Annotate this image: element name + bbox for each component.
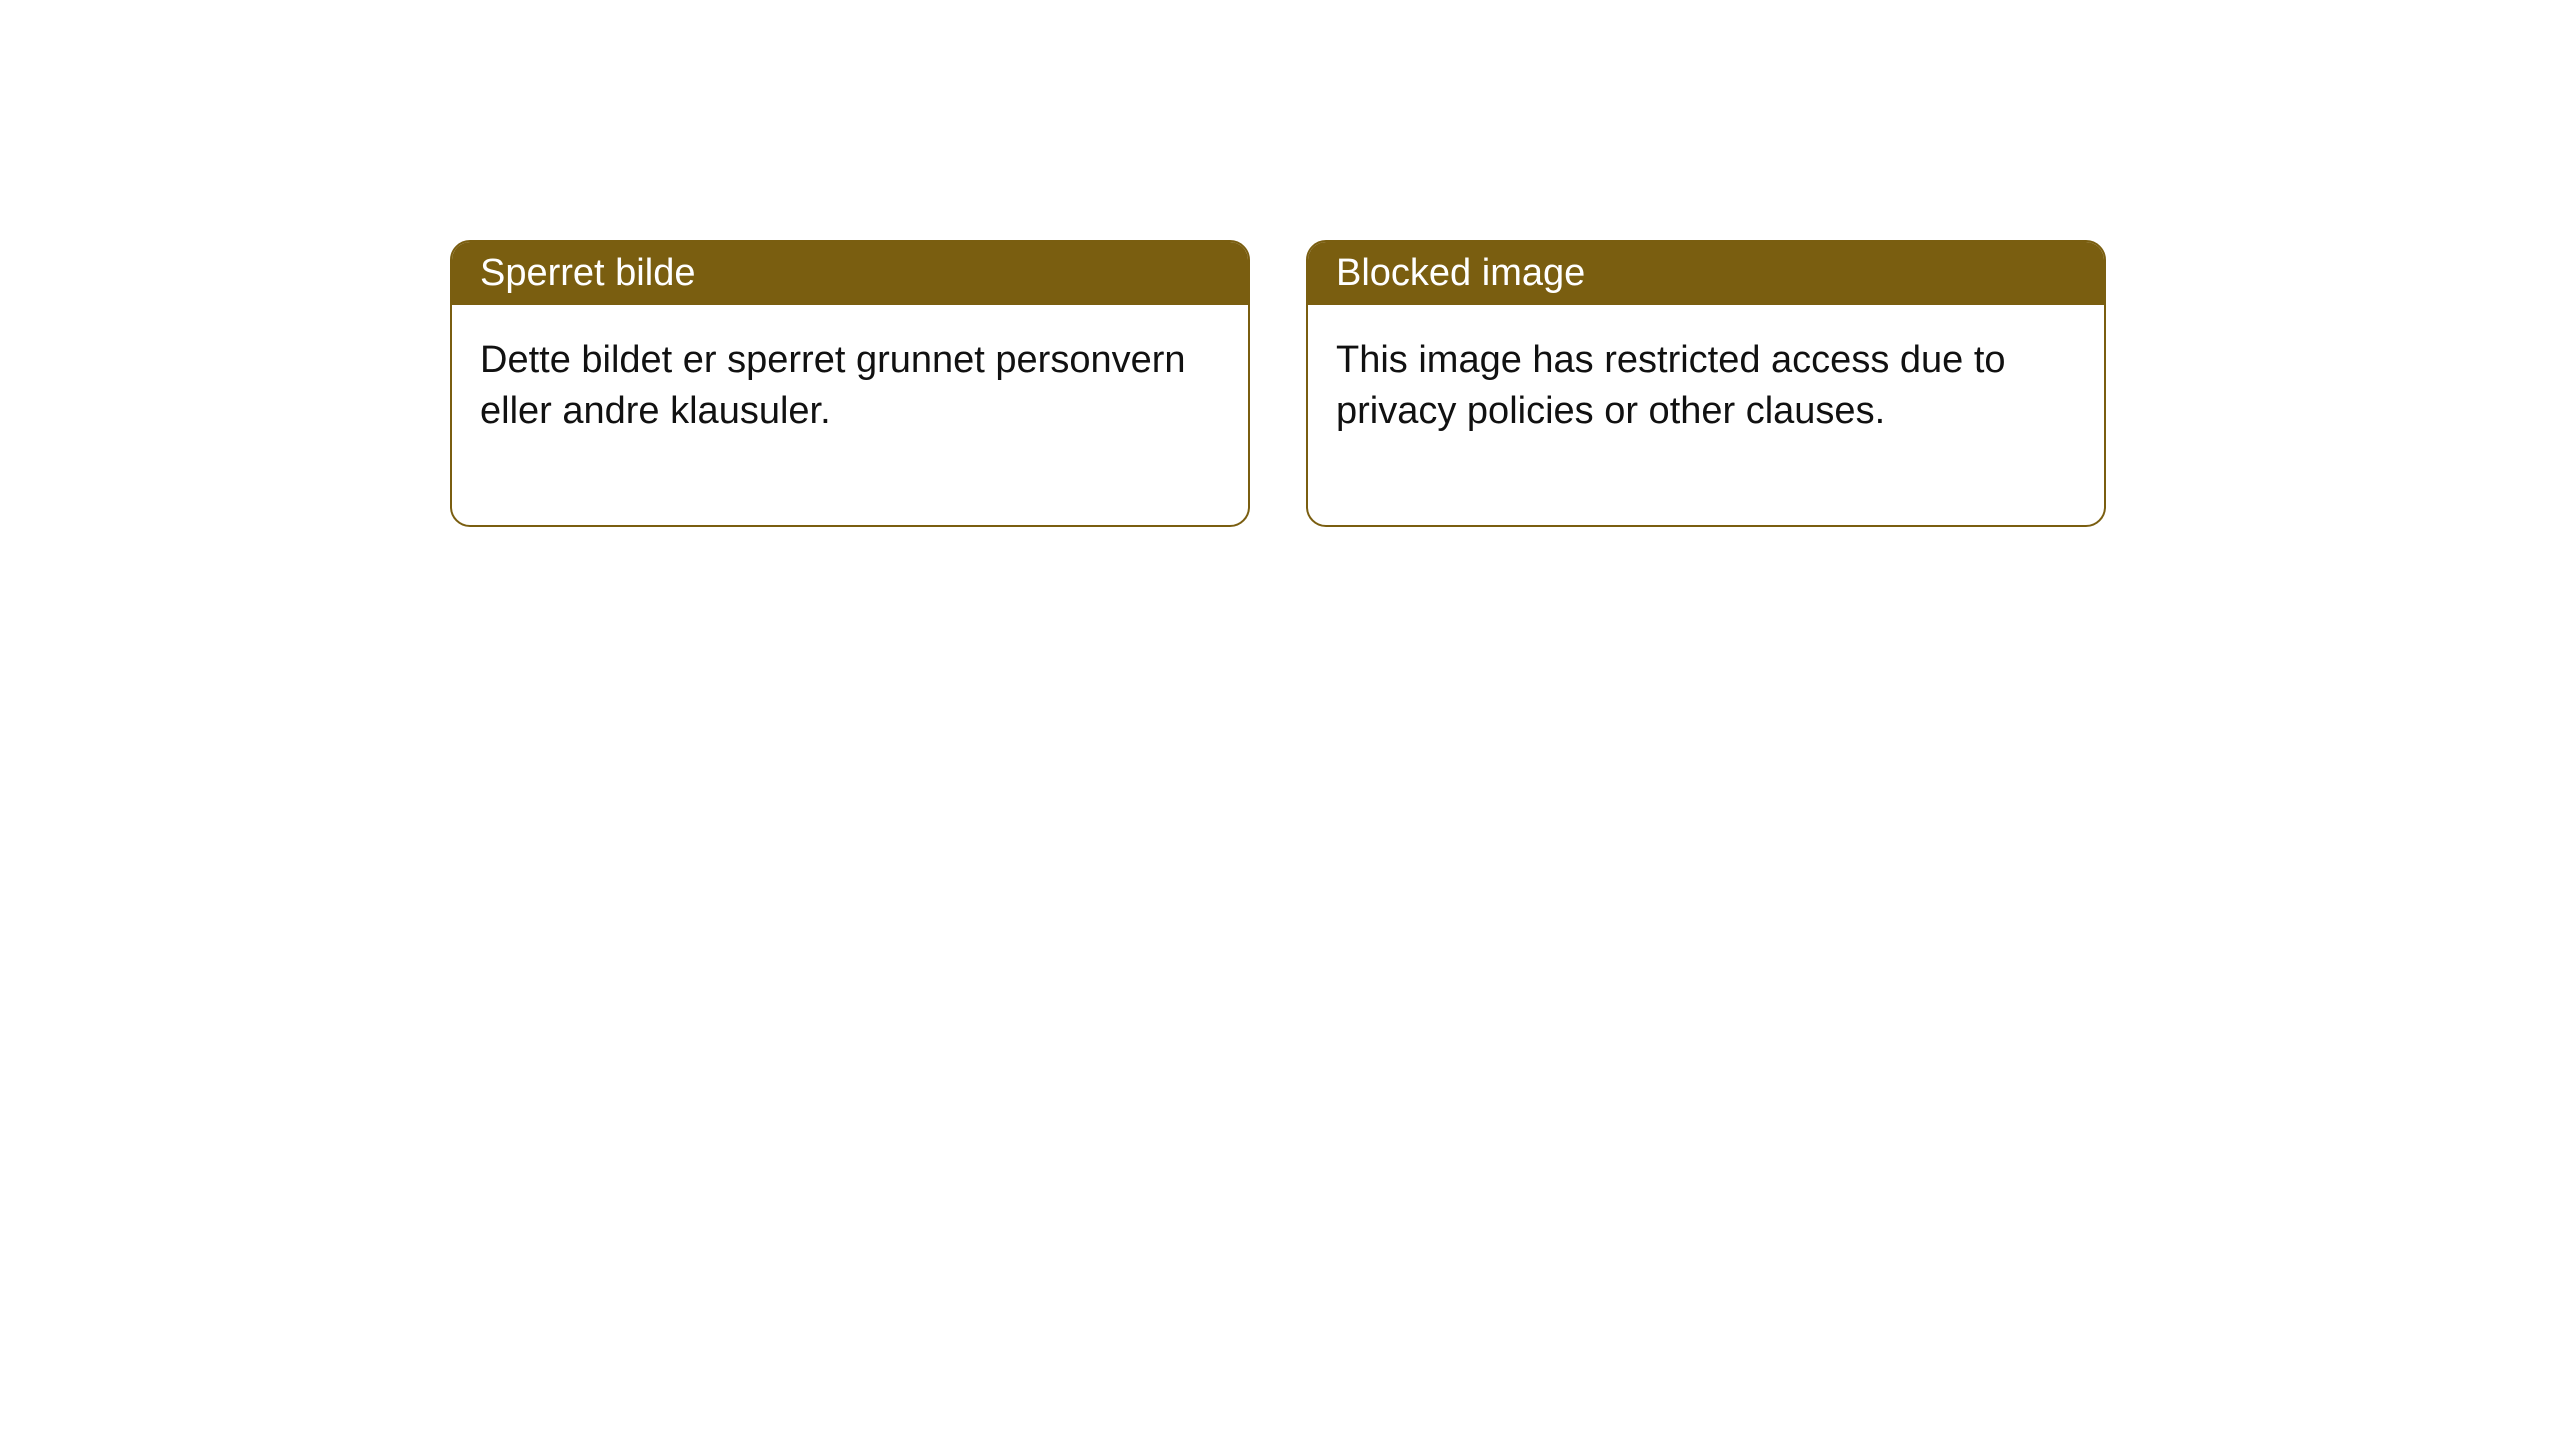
- blocked-image-card-norwegian: Sperret bilde Dette bildet er sperret gr…: [450, 240, 1250, 527]
- card-header-english: Blocked image: [1308, 242, 2104, 305]
- card-body-english: This image has restricted access due to …: [1308, 305, 2104, 525]
- blocked-image-card-english: Blocked image This image has restricted …: [1306, 240, 2106, 527]
- card-header-norwegian: Sperret bilde: [452, 242, 1248, 305]
- notice-cards-container: Sperret bilde Dette bildet er sperret gr…: [450, 240, 2106, 527]
- card-body-norwegian: Dette bildet er sperret grunnet personve…: [452, 305, 1248, 525]
